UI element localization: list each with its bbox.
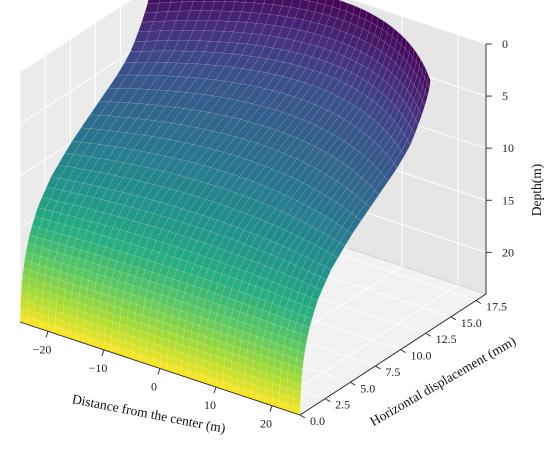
z-tick-label: 0 xyxy=(502,37,508,51)
y-tick-mark xyxy=(375,365,381,370)
x-tick-label: −20 xyxy=(33,342,52,356)
y-tick-label: 0.0 xyxy=(310,414,325,428)
y-tick-mark xyxy=(400,349,406,353)
x-tick-mark xyxy=(213,386,217,394)
x-tick-label: 20 xyxy=(260,417,272,431)
y-axis-line xyxy=(299,293,487,416)
gridline-x xyxy=(271,284,459,407)
z-axis-label: Depth(m) xyxy=(529,164,544,216)
x-tick-mark xyxy=(45,331,49,338)
y-tick-label: 17.5 xyxy=(486,300,507,314)
y-tick-mark xyxy=(425,332,431,337)
y-tick-label: 10.0 xyxy=(411,349,432,363)
y-tick-mark xyxy=(450,316,457,321)
y-tick-label: 7.5 xyxy=(385,365,400,379)
z-tick-label: 15 xyxy=(502,193,514,207)
x-tick-label: 10 xyxy=(204,398,216,412)
y-tick-label: 15.0 xyxy=(461,316,482,330)
y-tick-mark xyxy=(475,300,482,304)
x-tick-mark xyxy=(269,405,273,412)
x-tick-mark xyxy=(101,349,105,357)
surface-mesh xyxy=(19,0,431,416)
gridline-z xyxy=(19,0,132,73)
chart-tick-labels: −20 −10 0 10 20 0.0 2.5 5.0 7.5 10.0 12.5 15.0 17.5 0… xyxy=(33,37,514,431)
y-tick-mark xyxy=(299,414,306,419)
z-tick-label: 5 xyxy=(502,89,508,103)
x-tick-mark xyxy=(157,368,161,375)
gridline-z xyxy=(351,0,487,45)
y-tick-mark xyxy=(350,381,356,386)
x-tick-label: −10 xyxy=(89,361,108,375)
y-tick-label: 2.5 xyxy=(335,398,350,412)
z-tick-label: 10 xyxy=(502,141,514,155)
y-tick-label: 5.0 xyxy=(360,381,375,395)
y-tick-label: 12.5 xyxy=(436,332,457,346)
x-tick-label: 0 xyxy=(151,380,157,394)
y-tick-mark xyxy=(324,398,331,403)
z-tick-label: 20 xyxy=(502,245,514,259)
